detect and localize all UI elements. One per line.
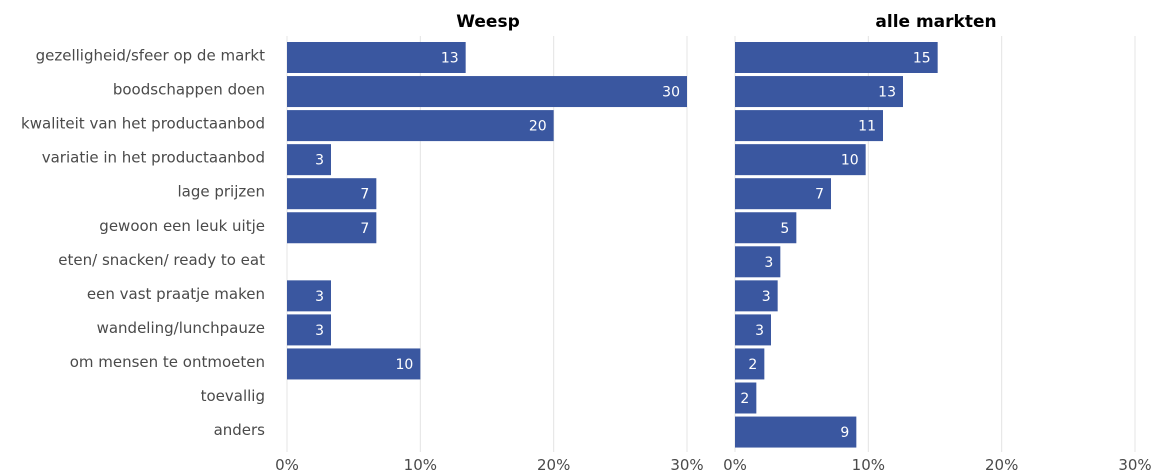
category-label: toevallig [201, 387, 265, 405]
bar [735, 110, 883, 142]
bar-value-label: 13 [878, 85, 896, 101]
bar [735, 314, 771, 346]
bar-value-label: 10 [841, 153, 859, 169]
x-tick-label: 20% [985, 456, 1018, 472]
bar [735, 178, 831, 210]
category-label: gezelligheid/sfeer op de markt [36, 47, 265, 65]
bar [735, 144, 866, 176]
category-label: gewoon een leuk uitje [99, 217, 265, 235]
category-label: wandeling/lunchpauze [97, 319, 265, 337]
bar [287, 76, 687, 108]
category-label: lage prijzen [177, 183, 265, 201]
x-tick-label: 0% [275, 456, 299, 472]
bar-value-label: 3 [764, 255, 773, 271]
bar-value-label: 7 [360, 221, 369, 237]
bar-value-label: 11 [858, 119, 876, 135]
x-tick-label: 10% [852, 456, 885, 472]
category-label: variatie in het productaanbod [42, 149, 265, 167]
bar-value-label: 10 [396, 357, 414, 373]
bar [287, 348, 421, 380]
bar-value-label: 15 [913, 51, 931, 67]
bar-value-label: 2 [740, 391, 749, 407]
category-label: boodschappen doen [113, 81, 265, 99]
bar [735, 76, 903, 108]
bar-value-label: 7 [360, 187, 369, 203]
bar-value-label: 2 [748, 357, 757, 373]
bar-value-label: 20 [529, 119, 547, 135]
labels: 0% 10% 20% 30% 0% 10% 20% 30% gezelligheid/sfeer… [21, 47, 1152, 472]
category-label: om mensen te ontmoeten [70, 353, 265, 371]
x-tick-label: 30% [1118, 456, 1151, 472]
bar [287, 314, 331, 346]
x-tick-label: 0% [723, 456, 747, 472]
x-tick-label: 30% [670, 456, 703, 472]
bar [735, 280, 778, 312]
bar-value-label: 3 [755, 323, 764, 339]
bar-value-label: 9 [840, 425, 849, 441]
bar-value-label: 3 [315, 289, 324, 305]
bar-value-label: 30 [662, 85, 680, 101]
bar-value-label: 7 [815, 187, 824, 203]
bar-value-label: 3 [315, 153, 324, 169]
bar [287, 178, 377, 210]
category-label: een vast praatje maken [87, 285, 265, 303]
bar-value-label: 3 [762, 289, 771, 305]
bar [735, 348, 765, 380]
bar [287, 42, 466, 73]
bar [287, 212, 377, 244]
panel-title-left: Weesp [456, 12, 520, 32]
bar-value-label: 5 [780, 221, 789, 237]
panel-title-right: alle markten [875, 12, 996, 32]
bar [735, 42, 938, 73]
x-tick-label: 10% [404, 456, 437, 472]
bar [735, 382, 757, 414]
category-label: anders [214, 421, 266, 439]
bar [287, 280, 331, 312]
x-tick-label: 20% [537, 456, 570, 472]
bar [735, 416, 857, 448]
bar-value-label: 13 [441, 51, 459, 67]
bar [735, 246, 781, 278]
bar [287, 110, 554, 142]
bars [287, 42, 938, 448]
category-label: kwaliteit van het productaanbod [21, 115, 265, 133]
bar [287, 144, 331, 176]
bar-value-label: 3 [315, 323, 324, 339]
category-label: eten/ snacken/ ready to eat [58, 251, 265, 269]
bar [735, 212, 797, 244]
